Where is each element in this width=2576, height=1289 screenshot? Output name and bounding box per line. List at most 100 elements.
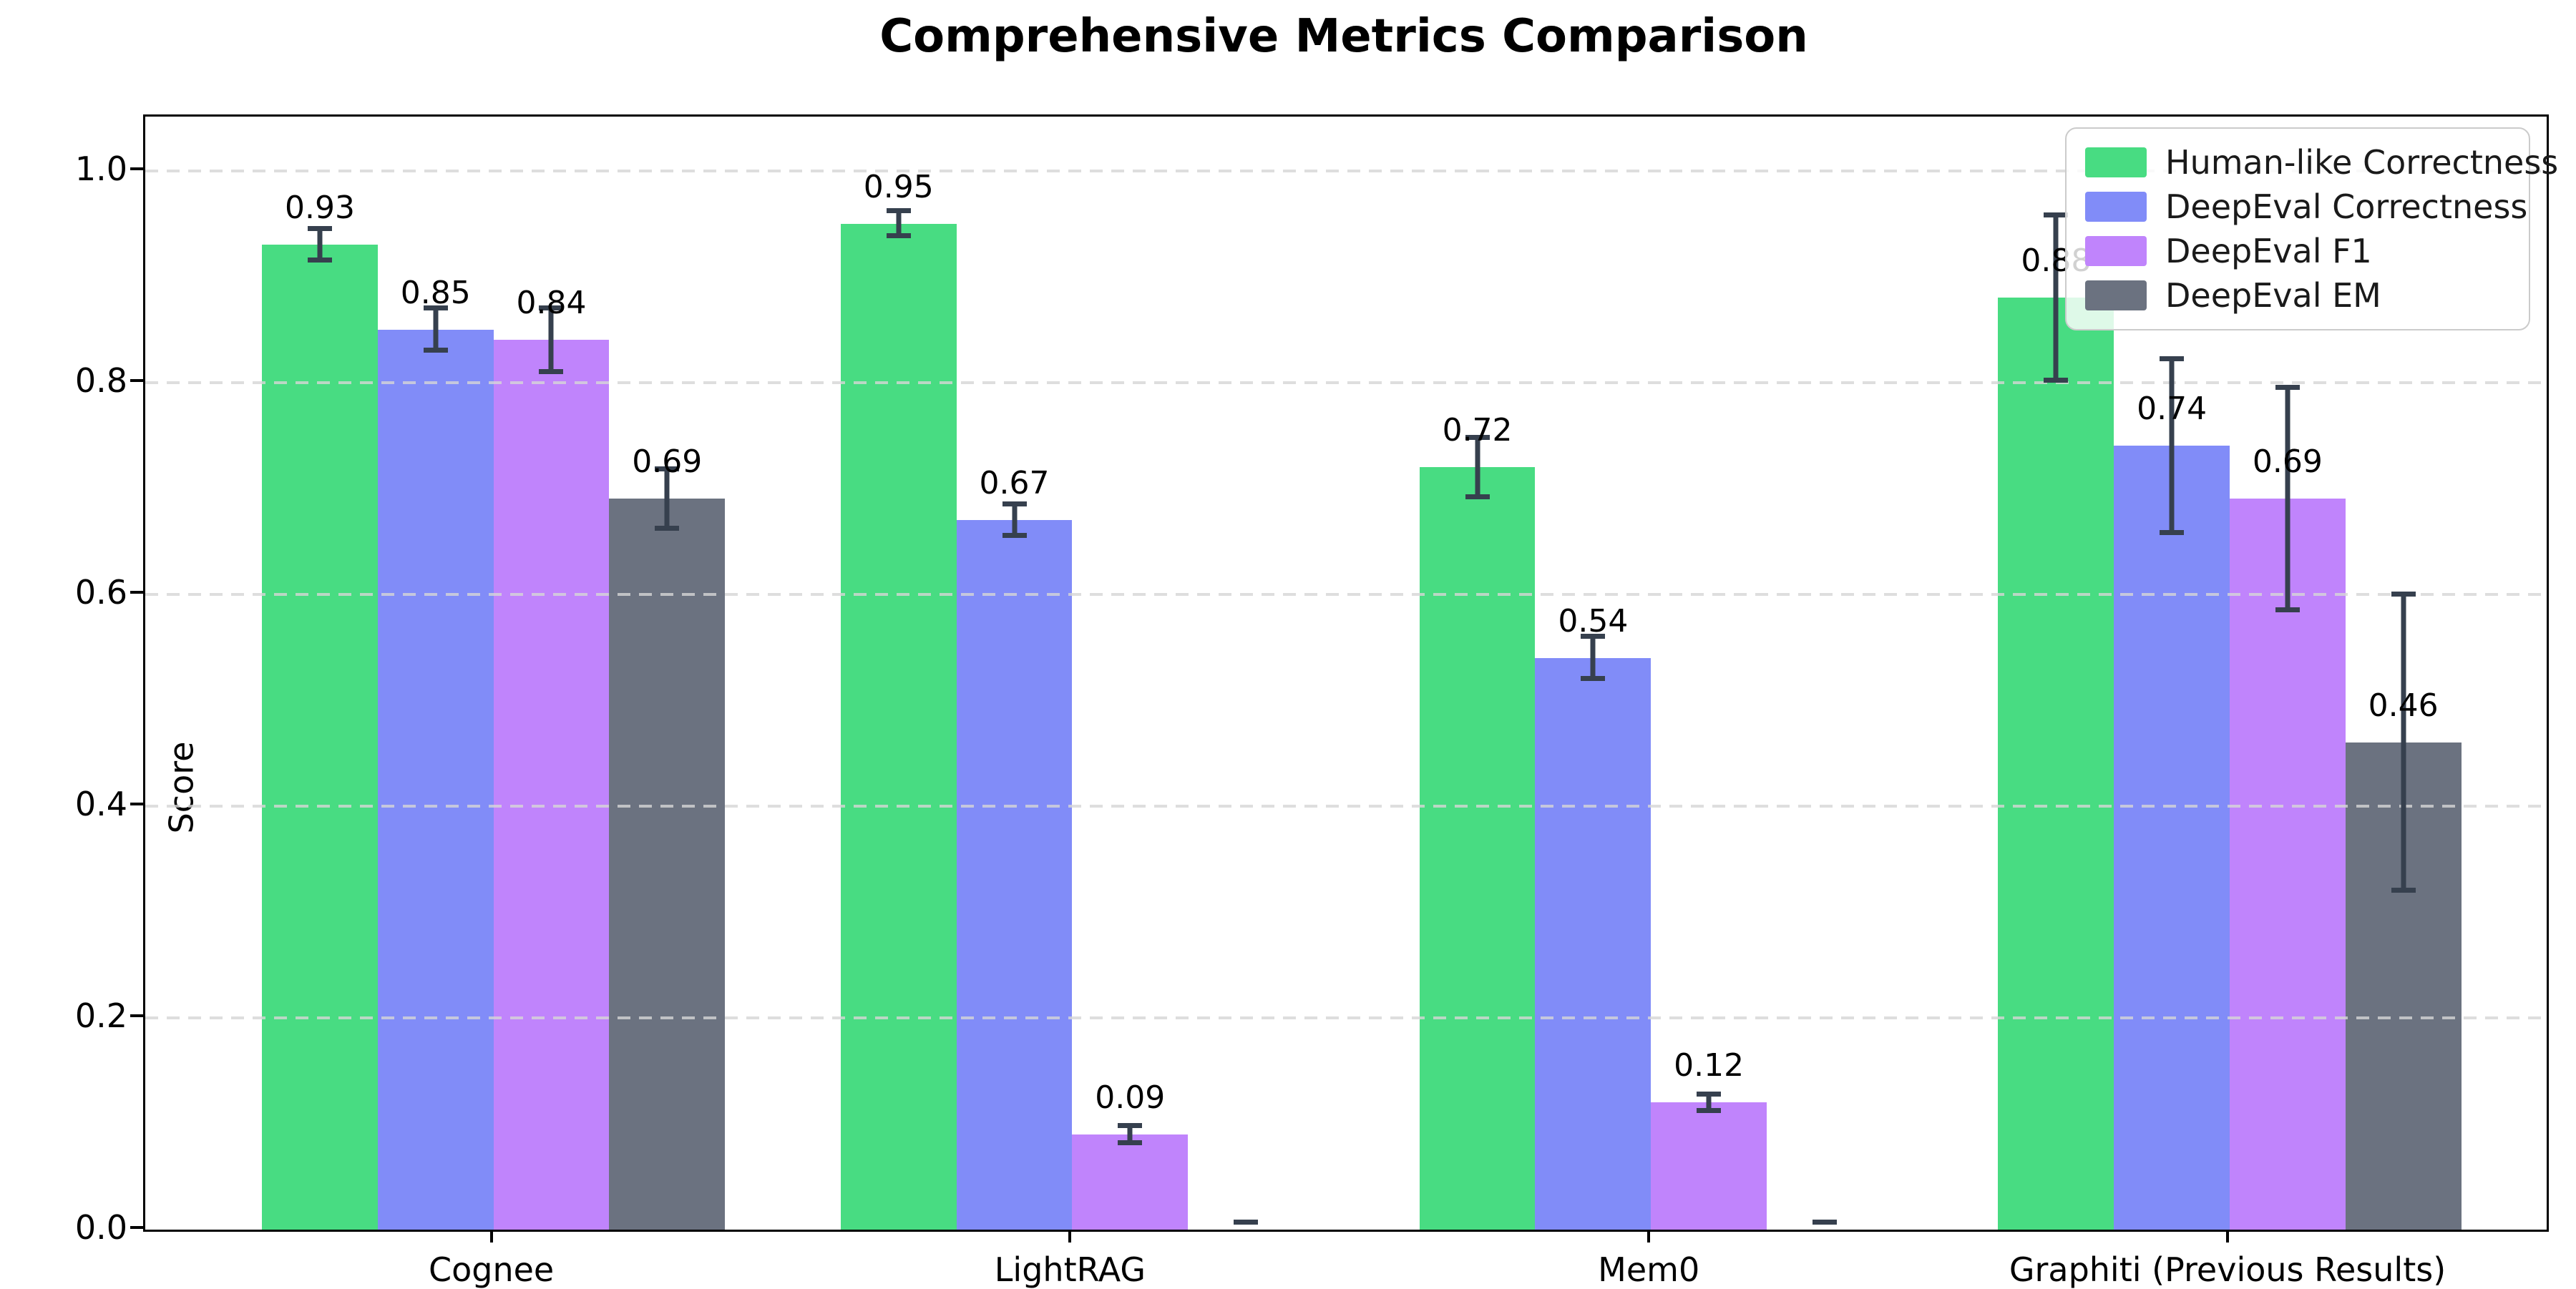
bar-value-label: 0.69 (632, 443, 703, 481)
bar-deepeval-em-0 (609, 499, 726, 1230)
error-bar (1012, 504, 1018, 536)
error-bar-cap (2160, 356, 2185, 362)
error-bar (433, 308, 439, 351)
gridline-0.4 (145, 804, 2547, 808)
error-bar-cap (1118, 1122, 1143, 1128)
chart-title: Comprehensive Metrics Comparison (879, 10, 1808, 63)
error-bar-cap (423, 348, 448, 353)
error-bar-cap (2275, 385, 2300, 391)
error-bar-cap (2044, 377, 2069, 383)
bar-deepeval-f1-2 (1651, 1102, 1767, 1230)
bar-value-label: 0.84 (516, 285, 587, 322)
error-bar-cap (539, 305, 564, 310)
gridline-1 (145, 169, 2547, 172)
error-bar-cap (2044, 212, 2069, 217)
bar-value-label: 0.69 (2252, 443, 2323, 481)
y-tick-mark (130, 590, 143, 594)
legend-item-deepeval-correctness: DeepEval Correctness (2085, 185, 2527, 229)
y-tick-mark (130, 1226, 143, 1229)
bar-deepeval-correctness-1 (956, 520, 1073, 1230)
bar-deepeval-f1-1 (1072, 1134, 1189, 1230)
error-bar (548, 308, 554, 372)
legend-swatch (2085, 147, 2147, 177)
bar-deepeval-correctness-0 (377, 329, 494, 1230)
error-bar-cap (2391, 888, 2416, 893)
bar-value-label: 0.95 (863, 168, 934, 205)
error-bar-cap (886, 207, 911, 213)
error-bar-cap (423, 305, 448, 310)
error-bar-cap (2160, 529, 2185, 535)
error-bar-cap (1118, 1139, 1143, 1145)
x-tick-label-cognee: Cognee (429, 1250, 555, 1289)
error-bar-cap (1465, 494, 1490, 499)
error-bar-cap (655, 466, 680, 472)
y-tick-mark (130, 1014, 143, 1017)
y-tick-label-0.0: 0.0 (74, 1208, 127, 1247)
y-tick-label-0.8: 0.8 (74, 361, 127, 400)
error-bar-cap (1002, 533, 1027, 539)
error-bar (2053, 215, 2059, 381)
error-bar (1590, 636, 1596, 680)
error-bar-cap (2391, 591, 2416, 597)
legend-item-deepeval-em: DeepEval EM (2085, 273, 2510, 318)
bar-value-label: 0.93 (284, 190, 355, 227)
bar-human-like-correctness-0 (262, 245, 378, 1230)
bar-human-like-correctness-3 (1998, 298, 2114, 1230)
x-tick-label-mem0: Mem0 (1598, 1250, 1700, 1289)
y-tick-mark (130, 378, 143, 382)
y-tick-label-0.4: 0.4 (74, 784, 127, 823)
error-bar-cap (1697, 1108, 1722, 1114)
error-bar-cap (1465, 434, 1490, 440)
y-tick-mark (130, 167, 143, 170)
error-bar (664, 469, 670, 529)
bar-value-label: 0.74 (2137, 391, 2207, 428)
error-bar-cap (539, 368, 564, 374)
bar-value-label: 0.12 (1674, 1047, 1745, 1084)
gridline-0.2 (145, 1016, 2547, 1019)
legend-label: DeepEval F1 (2165, 232, 2372, 270)
bar-human-like-correctness-1 (840, 223, 957, 1230)
error-bar (896, 210, 902, 237)
gridline-0.6 (145, 592, 2547, 596)
error-bar (1127, 1125, 1133, 1143)
x-tick-mark (2226, 1230, 2229, 1243)
bar-deepeval-correctness-2 (1535, 657, 1652, 1230)
bar-value-label: 0.54 (1558, 602, 1629, 639)
legend-swatch (2085, 192, 2147, 222)
y-tick-label-0.6: 0.6 (74, 572, 127, 612)
bar-value-label: 0.67 (979, 465, 1050, 502)
error-bar-cap (886, 233, 911, 239)
legend: Human-like Correctness DeepEval Correctne… (2065, 127, 2558, 330)
legend-item-human-like-correctness: Human-like Correctness (2085, 140, 2558, 185)
error-bar-cap (2275, 607, 2300, 612)
x-tick-label-graphiti-previous-results-: Graphiti (Previous Results) (2009, 1250, 2446, 1289)
error-bar-cap (307, 258, 332, 263)
error-bar-cap (1697, 1091, 1722, 1097)
y-tick-label-1.0: 1.0 (74, 149, 127, 188)
bar-value-label: 0.85 (400, 274, 471, 311)
bar-value-label: 0.46 (2368, 687, 2439, 724)
x-tick-label-lightrag: LightRAG (994, 1250, 1146, 1289)
error-bar (2169, 359, 2175, 533)
error-bar (1475, 437, 1480, 497)
error-bar-cap (1002, 501, 1027, 506)
legend-item-deepeval-f1: DeepEval F1 (2085, 229, 2510, 273)
legend-swatch (2085, 280, 2147, 310)
bar-value-label: 0.72 (1442, 412, 1513, 449)
x-tick-mark (1068, 1230, 1072, 1243)
error-bar (2401, 594, 2406, 891)
legend-label: Human-like Correctness (2165, 143, 2559, 182)
y-axis-label: Score (162, 741, 201, 834)
legend-label: DeepEval EM (2165, 276, 2381, 315)
x-tick-mark (489, 1230, 493, 1243)
y-tick-label-0.2: 0.2 (74, 996, 127, 1035)
error-bar-cap (1812, 1219, 1837, 1225)
error-bar-cap (307, 225, 332, 231)
bar-deepeval-f1-3 (2230, 499, 2346, 1230)
error-bar (317, 228, 323, 261)
bar-deepeval-f1-0 (493, 340, 610, 1230)
legend-swatch (2085, 236, 2147, 266)
error-bar (2285, 388, 2290, 610)
bar-human-like-correctness-2 (1419, 467, 1536, 1230)
